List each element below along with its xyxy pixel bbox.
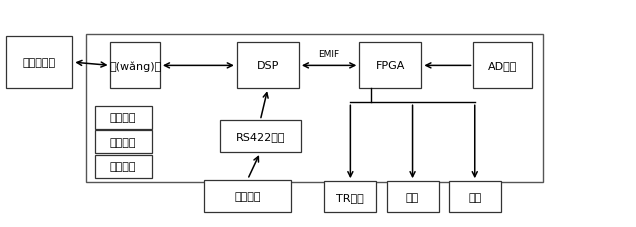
Bar bbox=[449, 181, 501, 212]
Text: TR組件: TR組件 bbox=[336, 192, 364, 202]
Text: RS422串口: RS422串口 bbox=[235, 132, 285, 142]
Bar bbox=[473, 43, 532, 89]
Text: DSP: DSP bbox=[257, 61, 279, 71]
Bar bbox=[359, 43, 422, 89]
Text: 存儲單元: 存儲單元 bbox=[110, 137, 137, 147]
Bar bbox=[86, 35, 543, 182]
Bar bbox=[95, 106, 152, 129]
Text: 顯控計算機: 顯控計算機 bbox=[22, 58, 56, 68]
Bar bbox=[95, 131, 152, 153]
Bar bbox=[324, 181, 377, 212]
Text: 網(wǎng)口: 網(wǎng)口 bbox=[109, 61, 162, 71]
Text: AD單元: AD單元 bbox=[488, 61, 517, 71]
Text: EMIF: EMIF bbox=[319, 50, 340, 59]
Text: 電源單元: 電源單元 bbox=[110, 113, 137, 123]
Text: 慣導單元: 慣導單元 bbox=[234, 191, 261, 201]
Text: 伺服: 伺服 bbox=[406, 192, 419, 202]
Bar bbox=[237, 43, 299, 89]
Bar bbox=[6, 37, 73, 89]
Text: 頻綜: 頻綜 bbox=[468, 192, 481, 202]
Text: FPGA: FPGA bbox=[376, 61, 405, 71]
Bar bbox=[387, 181, 439, 212]
Bar bbox=[204, 180, 291, 212]
Bar bbox=[219, 121, 301, 153]
Bar bbox=[95, 155, 152, 178]
Bar bbox=[111, 43, 160, 89]
Text: 時鐘單元: 時鐘單元 bbox=[110, 162, 137, 172]
